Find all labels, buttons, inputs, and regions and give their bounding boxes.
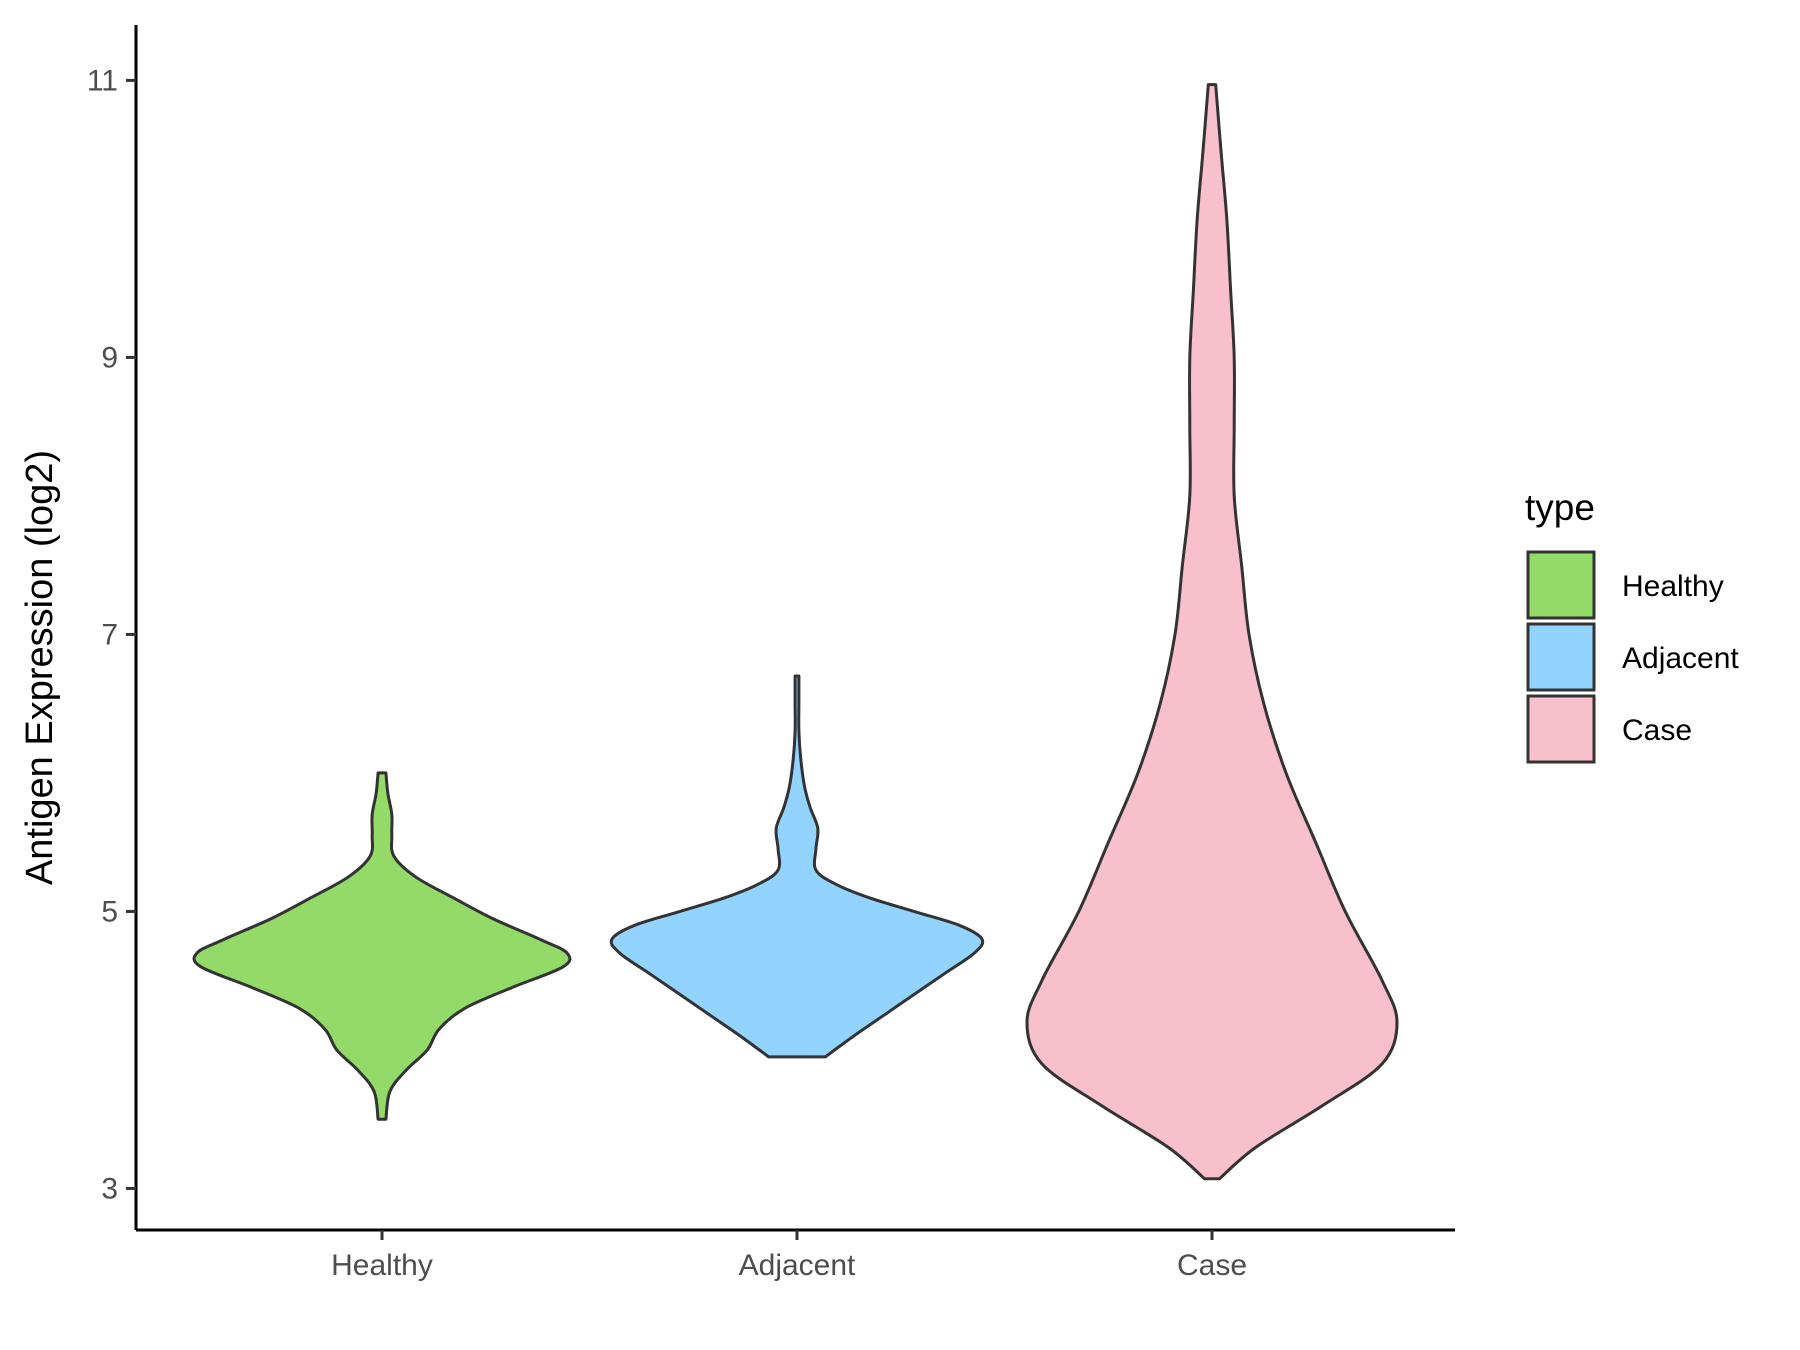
y-tick-label: 11 xyxy=(87,64,118,97)
legend-key-healthy xyxy=(1526,550,1596,620)
violin-healthy xyxy=(192,771,572,1121)
violin-case xyxy=(1025,83,1399,1181)
y-tick-label: 5 xyxy=(101,895,118,928)
legend-label-case: Case xyxy=(1622,714,1692,747)
legend: type Healthy Adjacent Case xyxy=(1525,487,1739,764)
legend-label-adjacent: Adjacent xyxy=(1622,642,1739,675)
y-tick-label: 9 xyxy=(101,341,118,374)
x-axis-ticks: Healthy Adjacent Case xyxy=(331,1230,1247,1282)
y-axis-title: Antigen Expression (log2) xyxy=(19,450,61,885)
legend-title: type xyxy=(1525,487,1595,528)
legend-label-healthy: Healthy xyxy=(1622,570,1724,603)
x-tick-label: Case xyxy=(1177,1249,1247,1282)
legend-key-adjacent xyxy=(1526,622,1596,692)
y-tick-label: 3 xyxy=(101,1172,118,1205)
violins-group xyxy=(192,83,1399,1181)
x-tick-label: Adjacent xyxy=(739,1249,856,1282)
violin-adjacent xyxy=(609,674,985,1059)
y-tick-label: 7 xyxy=(101,618,118,651)
y-axis-ticks: 3 5 7 9 11 xyxy=(87,64,136,1205)
legend-key-case xyxy=(1526,694,1596,764)
x-tick-label: Healthy xyxy=(331,1249,433,1282)
